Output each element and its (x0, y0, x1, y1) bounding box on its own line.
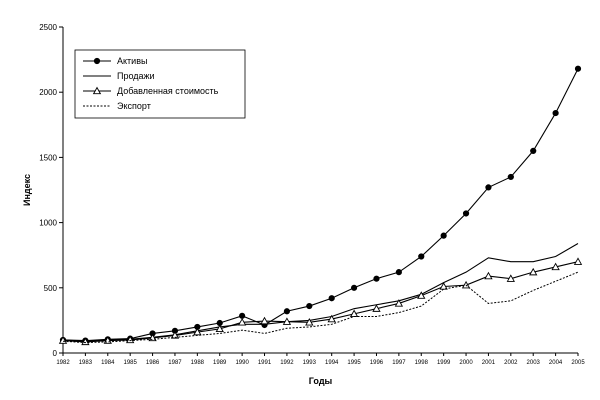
data-point-marker (418, 253, 425, 260)
y-tick-label: 2500 (39, 23, 57, 32)
data-point-marker (260, 316, 269, 325)
data-point-marker (92, 86, 102, 95)
y-axis-label: Индекс (22, 174, 32, 206)
legend-box (74, 49, 246, 119)
data-point-marker (529, 267, 538, 276)
data-point-marker (305, 318, 314, 326)
data-point-marker (239, 312, 246, 319)
x-tick-label: 2003 (527, 360, 541, 366)
legend-label: Активы (117, 56, 147, 66)
legend-label: Экспорт (117, 101, 151, 111)
x-axis-label: Годы (309, 376, 333, 386)
data-point-marker (350, 284, 358, 291)
data-point-marker (574, 65, 582, 72)
data-point-marker (394, 299, 404, 307)
x-tick-label: 2002 (504, 360, 518, 366)
x-tick-label: 2004 (549, 360, 563, 366)
x-tick-label: 1984 (101, 360, 115, 366)
x-tick-label: 1992 (280, 360, 294, 366)
data-point-marker (439, 282, 448, 290)
series-line (62, 242, 579, 342)
series-line (62, 271, 579, 344)
data-point-marker (126, 335, 135, 344)
x-tick-label: 1993 (303, 360, 317, 366)
data-point-marker (306, 302, 313, 310)
y-tick-label: 2000 (39, 88, 57, 97)
data-point-marker (440, 232, 447, 239)
x-tick-label: 2005 (571, 360, 585, 366)
x-tick-label: 2000 (459, 360, 473, 366)
x-tick-label: 1999 (437, 360, 451, 366)
data-point-marker (395, 269, 402, 276)
data-point-marker (237, 318, 247, 326)
data-point-marker (170, 331, 180, 339)
series-line (62, 261, 579, 343)
series-line (62, 68, 579, 342)
data-point-marker (552, 109, 559, 117)
x-tick-label: 1986 (146, 360, 160, 366)
x-tick-label: 1990 (235, 360, 249, 366)
data-point-marker (507, 173, 514, 181)
x-tick-label: 1988 (191, 360, 205, 366)
legend-label: Добавленная стоимость (117, 86, 219, 96)
x-tick-label: 1997 (392, 360, 406, 366)
data-point-marker (282, 317, 292, 325)
data-point-marker (573, 257, 583, 265)
data-point-marker (328, 295, 335, 302)
x-tick-label: 1991 (258, 360, 272, 366)
series-layer (58, 65, 583, 346)
data-point-marker (283, 308, 291, 315)
x-tick-label: 1994 (325, 360, 339, 366)
x-tick-label: 1998 (415, 360, 429, 366)
series (62, 242, 579, 342)
data-point-marker (417, 291, 426, 299)
series (58, 257, 583, 346)
y-tick-label: 1500 (39, 153, 57, 162)
x-tick-label: 2001 (482, 360, 496, 366)
series (62, 271, 579, 344)
data-point-marker (462, 210, 470, 217)
data-point-marker (215, 324, 224, 333)
data-point-marker (193, 327, 202, 336)
x-tick-label: 1996 (370, 360, 384, 366)
data-point-marker (506, 274, 515, 282)
data-point-marker (81, 337, 90, 346)
axes (62, 27, 578, 354)
y-tick-label: 500 (44, 284, 58, 293)
data-point-marker (327, 314, 336, 323)
x-tick-label: 1989 (213, 360, 227, 366)
data-point-marker (484, 271, 493, 280)
x-tick-label: 1983 (79, 360, 93, 366)
data-point-marker (530, 147, 537, 154)
data-point-marker (485, 184, 492, 191)
x-tick-label: 1987 (168, 360, 182, 366)
x-ticks: 1982 1983 1984 1985 1986 1987 1988 1989 1990 1991… (56, 353, 585, 366)
legend-label: Продажи (117, 71, 155, 81)
legend: Активы Продажи Добавленная стоимость Экспор… (74, 49, 246, 119)
y-ticks: 0 500 1000 1500 2000 2500 (39, 23, 63, 358)
data-point-marker (373, 275, 380, 282)
y-tick-label: 0 (53, 349, 58, 358)
data-point-marker (372, 304, 381, 312)
x-tick-label: 1985 (123, 360, 137, 366)
x-tick-label: 1982 (56, 360, 70, 366)
data-point-marker (93, 57, 101, 65)
y-tick-label: 1000 (39, 219, 57, 228)
x-tick-label: 1995 (347, 360, 361, 366)
data-point-marker (551, 262, 560, 271)
